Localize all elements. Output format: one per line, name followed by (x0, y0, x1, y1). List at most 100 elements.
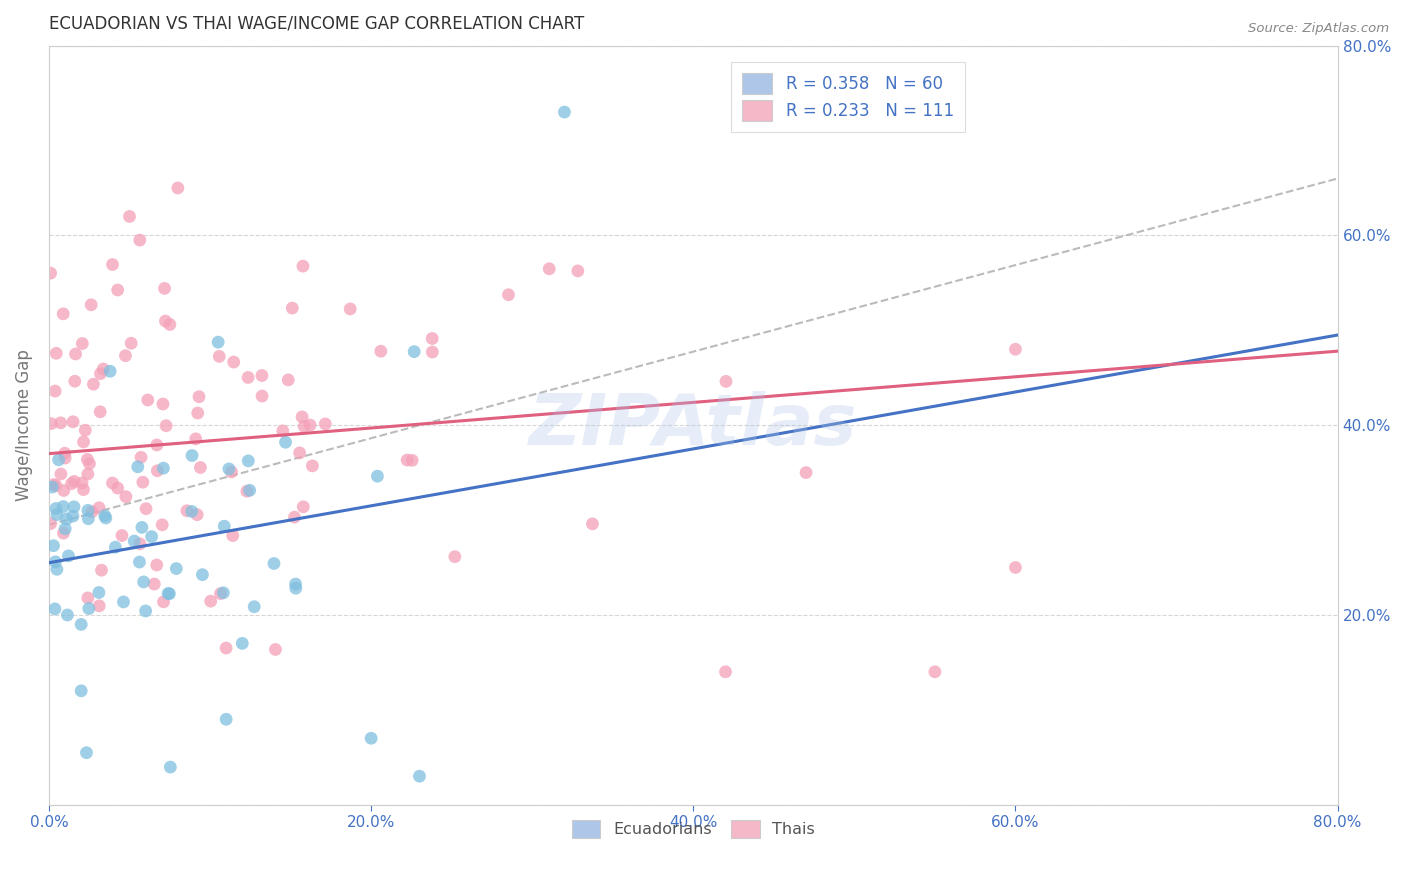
Point (231, 636, 253, 650)
Point (72, 483, 94, 497)
Point (159, 318, 181, 332)
Point (274, 435, 297, 450)
Point (187, 406, 209, 420)
Point (238, 454, 260, 468)
Point (44, 384, 66, 398)
Point (498, 287, 520, 301)
Point (80, 505, 103, 519)
Point (190, 460, 212, 475)
Point (250, 389, 273, 403)
Point (89, 367, 111, 381)
Point (62, 509, 84, 524)
Text: ECUADORIAN VS THAI WAGE/INCOME GAP CORRELATION CHART: ECUADORIAN VS THAI WAGE/INCOME GAP CORRE… (49, 15, 585, 33)
Point (1004, 343, 1026, 357)
Point (277, 373, 299, 387)
Point (155, 314, 177, 328)
Y-axis label: Wage/Income Gap: Wage/Income Gap (15, 350, 32, 501)
Point (129, 537, 152, 551)
Point (131, 520, 153, 534)
Point (89, 599, 111, 613)
Point (49, 467, 72, 481)
Point (107, 481, 129, 495)
Point (243, 599, 266, 614)
Point (52, 483, 75, 498)
Point (39, 417, 62, 431)
Point (63, 374, 86, 388)
Point (129, 450, 152, 465)
Point (215, 641, 238, 656)
Point (157, 587, 180, 601)
Point (200, 594, 222, 608)
Point (283, 510, 305, 524)
Point (146, 464, 169, 478)
Point (924, 665, 946, 679)
Point (404, 344, 426, 359)
Point (76, 452, 98, 467)
Point (111, 528, 134, 542)
Point (207, 335, 229, 350)
Point (250, 368, 273, 383)
Point (72, 434, 94, 449)
Point (65, 347, 87, 361)
Point (122, 534, 145, 549)
Point (339, 301, 361, 316)
Point (127, 459, 149, 474)
Point (70, 475, 93, 490)
Point (39, 266, 62, 280)
Point (1004, 560, 1026, 574)
Point (152, 461, 174, 475)
Point (284, 577, 307, 591)
Point (45, 501, 67, 516)
Point (132, 475, 155, 490)
Point (87, 500, 110, 515)
Point (63, 500, 86, 514)
Point (45, 508, 67, 522)
Point (236, 484, 259, 499)
Point (53, 446, 76, 460)
Point (360, 731, 382, 746)
Point (89, 405, 111, 419)
Point (141, 530, 163, 544)
Point (52, 500, 75, 514)
Point (98, 364, 121, 378)
Point (184, 432, 207, 446)
Point (166, 181, 188, 195)
Point (75, 423, 97, 437)
Point (291, 409, 314, 424)
Point (77, 601, 100, 615)
Point (301, 458, 323, 473)
Point (39, 516, 62, 531)
Point (52, 526, 75, 541)
Point (48, 452, 70, 467)
Point (291, 259, 314, 273)
Point (82, 377, 104, 392)
Point (186, 508, 208, 522)
Point (222, 355, 245, 369)
Point (62, 415, 84, 429)
Point (180, 504, 202, 518)
Point (284, 581, 307, 595)
Text: Source: ZipAtlas.com: Source: ZipAtlas.com (1249, 22, 1389, 36)
Point (215, 712, 238, 726)
Point (420, 331, 443, 345)
Point (44, 555, 66, 569)
Point (63, 475, 86, 489)
Point (135, 604, 157, 618)
Point (366, 469, 388, 483)
Text: ZIPAtlas: ZIPAtlas (529, 391, 858, 459)
Point (80, 298, 103, 312)
Point (76, 746, 98, 760)
Point (118, 210, 141, 224)
Point (714, 665, 737, 679)
Point (128, 555, 150, 569)
Point (159, 760, 181, 774)
Point (60, 476, 83, 491)
Point (115, 490, 138, 504)
Point (128, 233, 150, 247)
Point (714, 375, 737, 389)
Point (567, 264, 589, 278)
Point (299, 418, 322, 433)
Point (152, 595, 174, 609)
Point (70, 683, 93, 698)
Point (165, 561, 187, 575)
